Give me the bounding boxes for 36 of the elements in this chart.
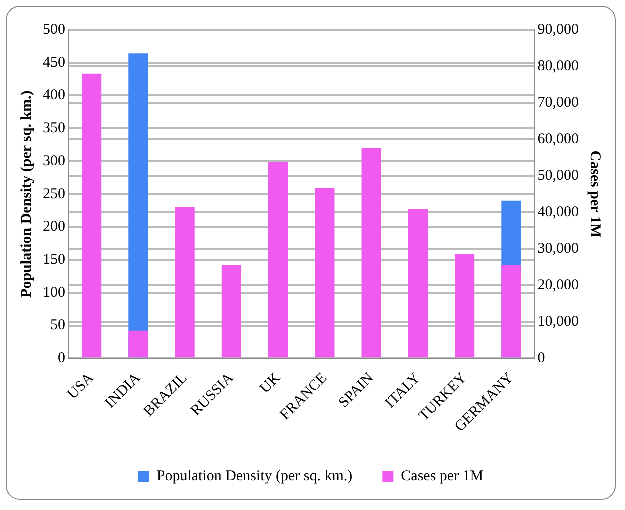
y2-tick-label: 50,000 xyxy=(538,168,579,184)
x-tick-label: UK xyxy=(257,370,284,397)
y2-tick-label: 30,000 xyxy=(538,241,579,258)
y-tick-label: 0 xyxy=(58,350,66,367)
y-tick-label: 350 xyxy=(43,120,66,137)
y2-tick-label: 10,000 xyxy=(538,314,579,330)
y-tick-label: 50 xyxy=(50,318,66,334)
y2-tick-label: 20,000 xyxy=(538,278,579,294)
legend-label: Population Density (per sq. km.) xyxy=(156,468,353,484)
y-axis-title: Population Density (per sq. km.) xyxy=(18,90,35,298)
legend-label: Cases per 1M xyxy=(401,468,484,484)
y-tick-label: 450 xyxy=(43,54,66,71)
bar xyxy=(222,266,242,358)
y2-tick-label: 90,000 xyxy=(538,22,579,38)
bar xyxy=(408,209,428,358)
bar xyxy=(128,330,148,358)
bar xyxy=(455,254,475,358)
bar xyxy=(268,162,288,358)
y-tick-label: 300 xyxy=(43,153,66,170)
bar xyxy=(175,207,195,358)
bar xyxy=(82,74,102,358)
y2-tick-label: 40,000 xyxy=(538,204,579,221)
y2-tick-label: 60,000 xyxy=(538,131,579,148)
bar xyxy=(315,188,335,358)
y2-tick-label: 80,000 xyxy=(538,58,579,74)
y-tick-label: 150 xyxy=(43,252,66,268)
y2-tick-label: 70,000 xyxy=(538,94,579,111)
y-tick-label: 200 xyxy=(43,219,66,236)
y2-axis-title: Cases per 1M xyxy=(587,150,604,238)
y-tick-label: 400 xyxy=(43,88,66,104)
y2-tick-label: 0 xyxy=(538,350,546,367)
y-tick-label: 500 xyxy=(43,22,66,38)
y-tick-label: 100 xyxy=(43,284,66,301)
x-tick-label: USA xyxy=(64,370,98,403)
bar xyxy=(362,148,382,358)
y-tick-label: 250 xyxy=(43,186,66,202)
